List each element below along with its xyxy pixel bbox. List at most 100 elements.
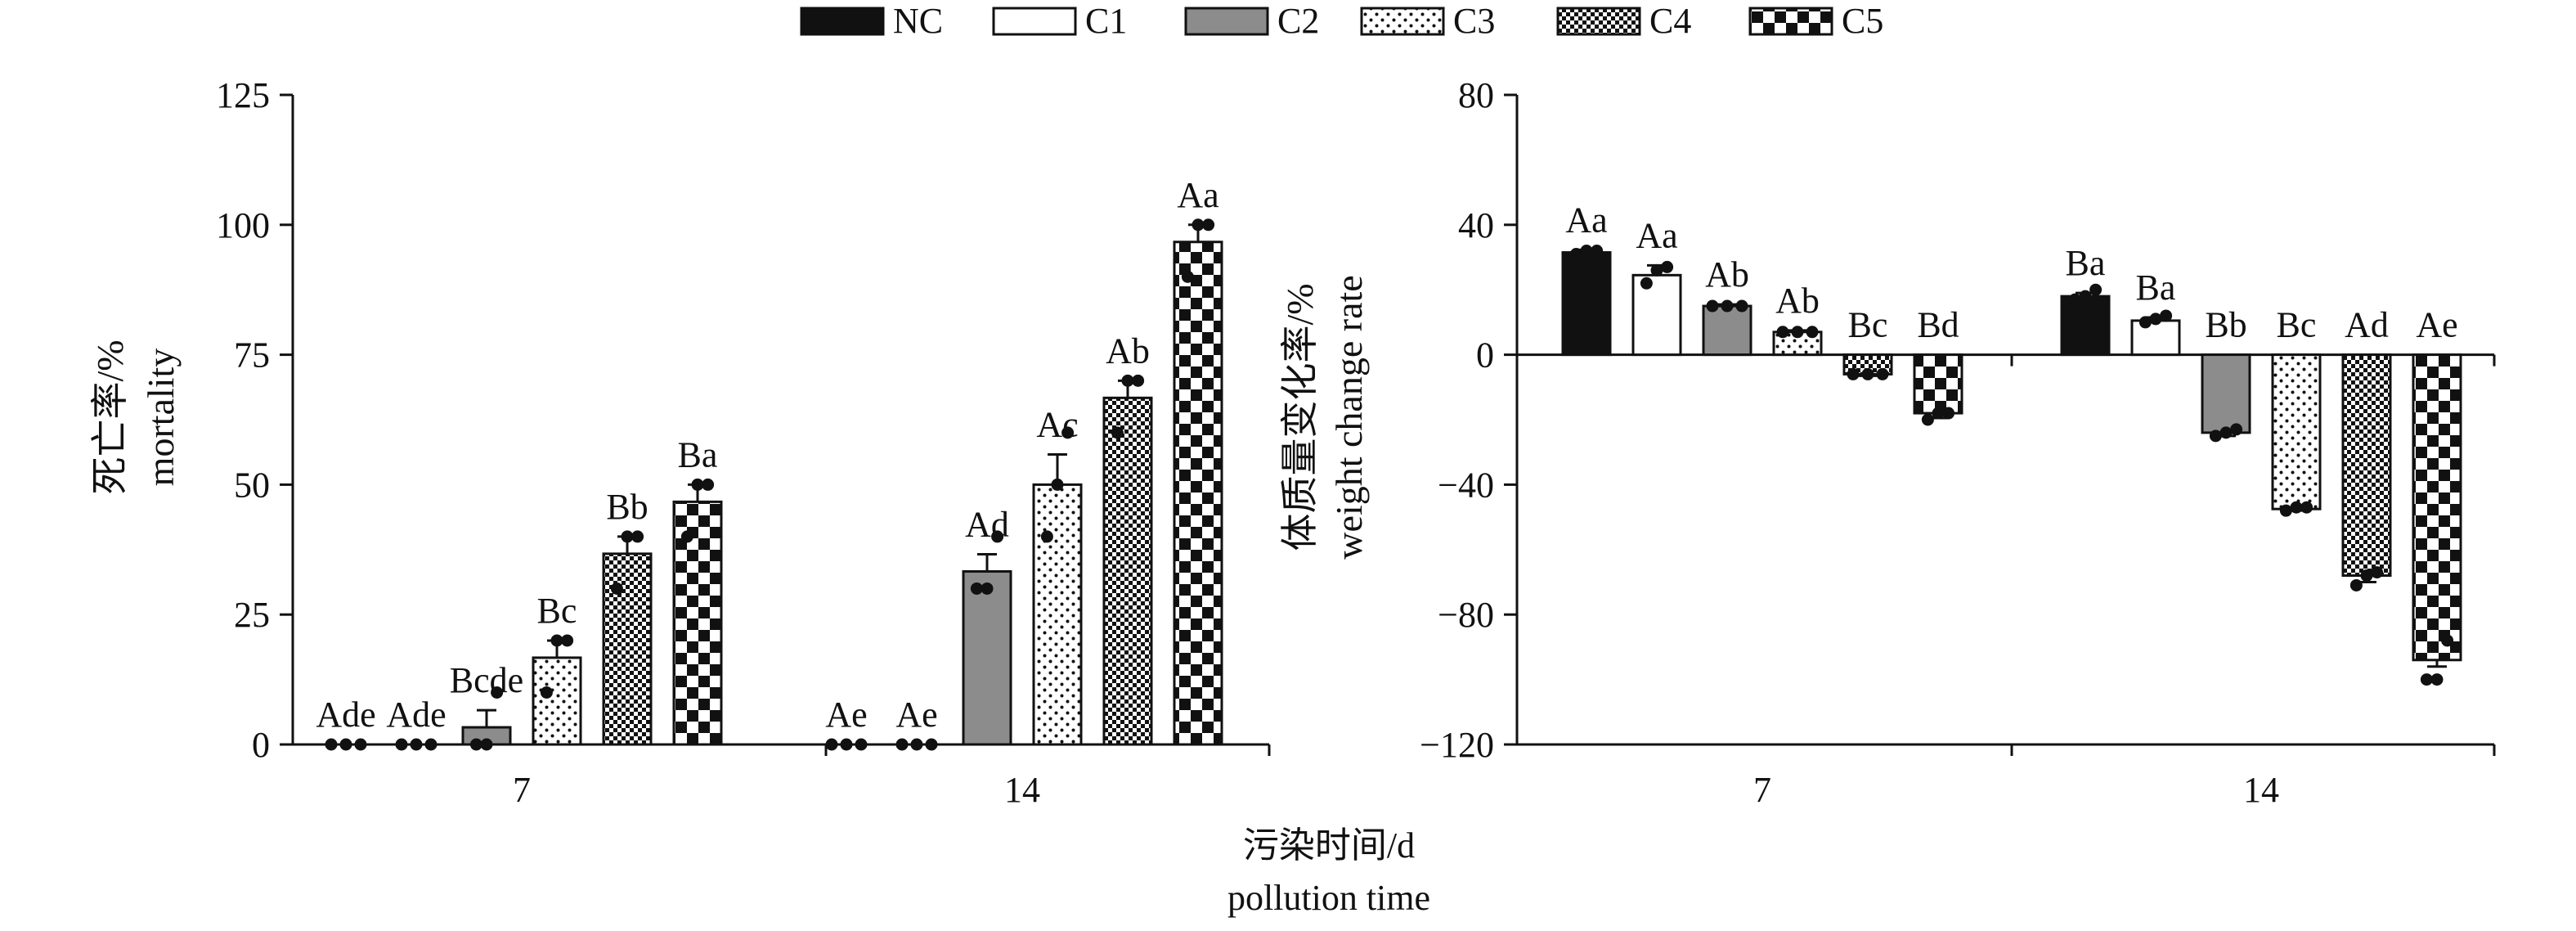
- bar-c3-day-14-point-1: [2279, 504, 2292, 517]
- bar-c1-day-14-point-1: [2138, 316, 2152, 329]
- bar-c2-day-14-significance-label: Bb: [2205, 305, 2246, 345]
- bar-c2-day-7-significance-label: Ab: [1705, 254, 1749, 295]
- bar-c2-day-14: [2201, 353, 2251, 434]
- bar-c4-day-7-point-2: [621, 530, 634, 543]
- bar-c3-day-7-point-3: [561, 634, 574, 647]
- bar-c4-day-14-point-3: [2371, 566, 2384, 579]
- bar-c5-day-14-point-2: [2430, 673, 2444, 686]
- bar-nc-day-14-point-3: [855, 738, 868, 751]
- legend-label-nc: NC: [893, 1, 943, 41]
- bar-c3-day-14-point-3: [2300, 501, 2313, 514]
- y-axis-label-en: mortality: [140, 349, 182, 487]
- y-tick-label-0: 0: [252, 725, 270, 765]
- bar-c1-day-7-significance-label: Ade: [386, 695, 446, 735]
- bar-nc-day-7-significance-label: Aa: [1565, 200, 1607, 240]
- y-tick-label-80: 80: [1458, 75, 1494, 115]
- bar-nc-day-7-point-1: [1569, 248, 1582, 261]
- bar-nc-day-14-significance-label: Ae: [825, 695, 867, 735]
- bar-c4-day-7-point-2: [1861, 367, 1874, 380]
- bar-c4-day-7-significance-label: Bc: [1848, 305, 1888, 345]
- bar-nc-day-14-point-3: [2089, 283, 2103, 296]
- bar-c2-day-7-point-2: [480, 738, 493, 751]
- bar-nc-day-14-significance-label: Ba: [2066, 243, 2106, 283]
- x-axis-label-en: pollution time: [1227, 878, 1430, 918]
- legend-swatch-c4: [1556, 7, 1641, 36]
- bar-c4-day-7-point-1: [610, 582, 623, 595]
- bar-c1-day-14-point-3: [925, 738, 938, 751]
- bar-nc-day-7-point-3: [354, 738, 367, 751]
- bar-c2-day-7-point-1: [1706, 299, 1719, 313]
- bar-c3-day-7-significance-label: Bc: [537, 591, 577, 631]
- bar-c4-day-14: [2341, 353, 2392, 578]
- bar-c5-day-7-point-1: [680, 530, 693, 543]
- bar-c2-day-14-point-1: [2209, 430, 2222, 443]
- bar-c3-day-7-point-2: [550, 634, 563, 647]
- bar-c3-day-14-point-1: [1040, 530, 1053, 543]
- legend-label-c5: C5: [1842, 1, 1883, 41]
- bar-nc-day-7-significance-label: Ade: [316, 695, 375, 735]
- bar-c5-day-14-point-3: [2441, 634, 2454, 647]
- bar-c1-day-14-point-3: [2160, 309, 2173, 322]
- bar-c5-day-7-point-2: [691, 478, 704, 491]
- bar-nc-day-7-point-2: [339, 738, 352, 751]
- bar-c3-day-14-point-2: [2290, 501, 2303, 514]
- legend-label-c1: C1: [1085, 1, 1127, 41]
- bar-c3-day-7-point-3: [1806, 326, 1819, 339]
- bar-c3-day-7-point-1: [1776, 326, 1789, 339]
- bar-nc-day-14: [2060, 295, 2111, 357]
- bar-c1-day-7-point-3: [1661, 260, 1674, 273]
- bar-c5-day-14: [2412, 353, 2462, 662]
- legend: NC C1 C2 C3 C4 C5: [800, 1, 1883, 41]
- bar-c5-day-14-point-1: [1181, 270, 1194, 283]
- bar-c3-day-14-significance-label: Bc: [2277, 305, 2317, 345]
- bar-c4-day-14-point-1: [1111, 426, 1124, 439]
- bar-c2-day-14-point-2: [981, 582, 994, 595]
- bar-c2-day-14-point-2: [2219, 426, 2233, 439]
- bar-c1-day-7-significance-label: Aa: [1636, 215, 1677, 255]
- bar-c1-day-7-point-1: [1640, 277, 1653, 290]
- bar-c5-day-7: [1913, 353, 1963, 415]
- legend-label-c4: C4: [1649, 1, 1691, 41]
- bar-c1-day-14-point-1: [895, 738, 909, 751]
- y-axis-label-en: weight change rate: [1328, 275, 1370, 559]
- y-tick-label-100: 100: [216, 205, 270, 245]
- legend-label-c2: C2: [1277, 1, 1319, 41]
- y-axis-label-cn: 体质量变化率/%: [1279, 283, 1321, 551]
- legend-label-c3: C3: [1453, 1, 1495, 41]
- bar-c1-day-14-point-2: [2149, 313, 2162, 326]
- bar-c4-day-14-point-3: [1132, 374, 1145, 387]
- bar-c5-day-7: [672, 500, 723, 746]
- bar-nc-day-14-point-2: [840, 738, 853, 751]
- bar-c2-day-14-point-3: [2230, 423, 2243, 436]
- y-tick-label-40: 40: [1458, 205, 1494, 245]
- bar-c5-day-14-significance-label: Aa: [1177, 175, 1218, 215]
- bar-c1-day-7-point-2: [1650, 263, 1663, 277]
- x-category-label-7: 7: [1753, 770, 1771, 810]
- bar-c3-day-14-point-3: [1061, 426, 1075, 439]
- bar-c2-day-7-point-1: [469, 738, 482, 751]
- y-tick-label-120: −120: [1420, 725, 1494, 765]
- bar-c1-day-7: [1631, 273, 1682, 357]
- y-tick-label-25: 25: [234, 595, 270, 635]
- bar-c3-day-14-point-2: [1051, 478, 1064, 491]
- bar-c1-day-14: [2130, 319, 2181, 357]
- bar-c5-day-7-significance-label: Ba: [678, 434, 718, 474]
- bar-c3-day-14-significance-label: Ac: [1036, 405, 1078, 445]
- bar-c2-day-7: [1702, 304, 1752, 357]
- legend-swatch-c2: [1184, 7, 1269, 36]
- bar-c5-day-7-point-3: [1942, 407, 1955, 420]
- bar-c4-day-14-point-2: [2360, 569, 2373, 582]
- y-tick-label-125: 125: [216, 75, 270, 115]
- bar-c1-day-14-significance-label: Ba: [2136, 268, 2176, 308]
- bar-c5-day-14-point-1: [2420, 673, 2433, 686]
- bar-c2-day-14: [962, 569, 1012, 746]
- x-category-label-14: 14: [2243, 770, 2279, 810]
- bar-nc-day-14-point-2: [2079, 290, 2092, 303]
- bar-c1-day-7-point-2: [410, 738, 423, 751]
- bar-c4-day-7: [602, 552, 653, 746]
- x-category-label-7: 7: [513, 770, 531, 810]
- y-tick-label-50: 50: [234, 465, 270, 505]
- bar-c5-day-14-significance-label: Ae: [2416, 305, 2457, 345]
- bar-c2-day-7-significance-label: Bcde: [450, 660, 523, 700]
